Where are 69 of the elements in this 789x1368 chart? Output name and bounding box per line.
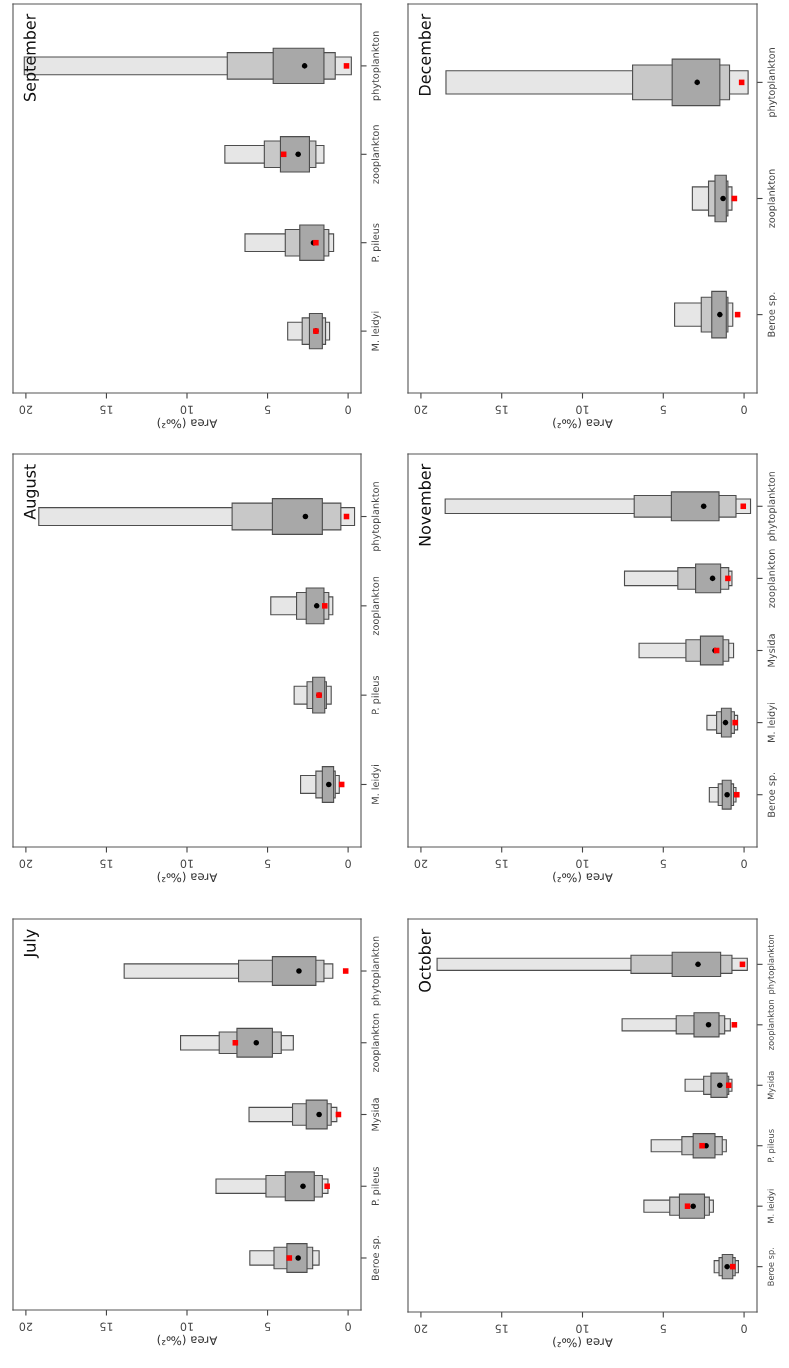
x-tick-label: 0 [345, 405, 351, 414]
y-tick-label: zooplankton [371, 576, 381, 636]
x-tick-label: 10 [576, 1324, 589, 1333]
y-tick-label: phytoplankton [371, 936, 381, 1006]
x-tick-label: 5 [264, 1322, 271, 1331]
y-tick-label: M. leidyi [767, 703, 777, 742]
y-tick-label: Mysida [767, 634, 777, 667]
x-axis-title: Area (‰²) [553, 871, 613, 883]
y-tick-label: M. leidyi [371, 311, 381, 351]
y-tick-label: zooplankton [371, 125, 381, 184]
x-tick-label: 0 [741, 1324, 747, 1333]
x-tick-label: 0 [345, 859, 351, 868]
x-tick-label: 0 [741, 859, 747, 868]
x-tick-label: 15 [495, 405, 508, 414]
x-tick-label: 20 [19, 1322, 33, 1331]
x-tick-label: 10 [180, 405, 193, 414]
y-tick-label: phytoplankton [371, 31, 381, 101]
x-tick-label: 20 [414, 859, 428, 868]
y-tick-label: phytoplankton [767, 471, 777, 541]
x-tick-label: 20 [19, 859, 33, 868]
y-tick-label: P. pileus [371, 1167, 381, 1205]
text: August [23, 464, 39, 520]
y-tick-label: Beroe sp. [767, 292, 777, 337]
x-tick-label: 10 [180, 859, 193, 868]
x-axis-title: Area (‰²) [157, 1334, 218, 1346]
text: November [418, 463, 431, 546]
y-tick-label: M. leidyi [767, 1189, 776, 1223]
x-tick-label: 15 [100, 405, 113, 414]
y-tick-label: phytoplankton [371, 482, 381, 551]
x-tick-label: 5 [264, 859, 271, 868]
y-tick-label: zooplankton [767, 169, 777, 228]
text: July [23, 929, 39, 959]
x-axis-title: Area (‰²) [553, 1336, 613, 1348]
x-axis-title: Area (‰²) [553, 417, 613, 429]
y-tick-label: Mysida [767, 1071, 776, 1100]
x-tick-label: 5 [264, 405, 271, 414]
text: October [418, 928, 431, 992]
x-tick-label: 0 [345, 1322, 351, 1331]
y-tick-label: phytoplankton [767, 934, 776, 994]
y-tick-label: Beroe sp. [371, 1236, 381, 1280]
x-tick-label: 5 [660, 1324, 666, 1333]
x-tick-label: 15 [100, 859, 113, 868]
x-tick-label: 5 [660, 859, 666, 868]
x-tick-label: 10 [576, 859, 589, 868]
y-tick-label: P. pileus [371, 223, 381, 262]
y-tick-label: P. pileus [767, 1129, 776, 1162]
y-tick-label: zooplankton [767, 1000, 776, 1050]
x-tick-label: 5 [660, 405, 666, 414]
y-tick-label: zooplankton [767, 549, 777, 608]
x-axis-title: Area (‰²) [157, 871, 218, 883]
y-tick-label: phytoplankton [767, 48, 777, 117]
x-tick-label: 15 [495, 1324, 508, 1333]
y-tick-label: Beroe sp. [767, 772, 777, 817]
y-tick-label: Mysida [371, 1098, 381, 1131]
x-tick-label: 20 [414, 1324, 428, 1333]
text: December [418, 13, 431, 95]
y-tick-label: P. pileus [371, 675, 381, 714]
y-tick-label: M. leidyi [371, 765, 381, 804]
x-tick-label: 15 [100, 1322, 113, 1331]
x-tick-label: 20 [19, 405, 33, 414]
x-tick-label: 10 [180, 1322, 193, 1331]
y-tick-label: zooplankton [371, 1013, 381, 1073]
x-tick-label: 0 [741, 405, 747, 414]
y-tick-label: Beroe sp. [767, 1247, 776, 1286]
x-axis-title: Area (‰²) [157, 417, 218, 429]
x-tick-label: 15 [495, 859, 508, 868]
x-tick-label: 10 [576, 405, 589, 414]
x-tick-label: 20 [414, 405, 428, 414]
text: September [23, 13, 39, 101]
